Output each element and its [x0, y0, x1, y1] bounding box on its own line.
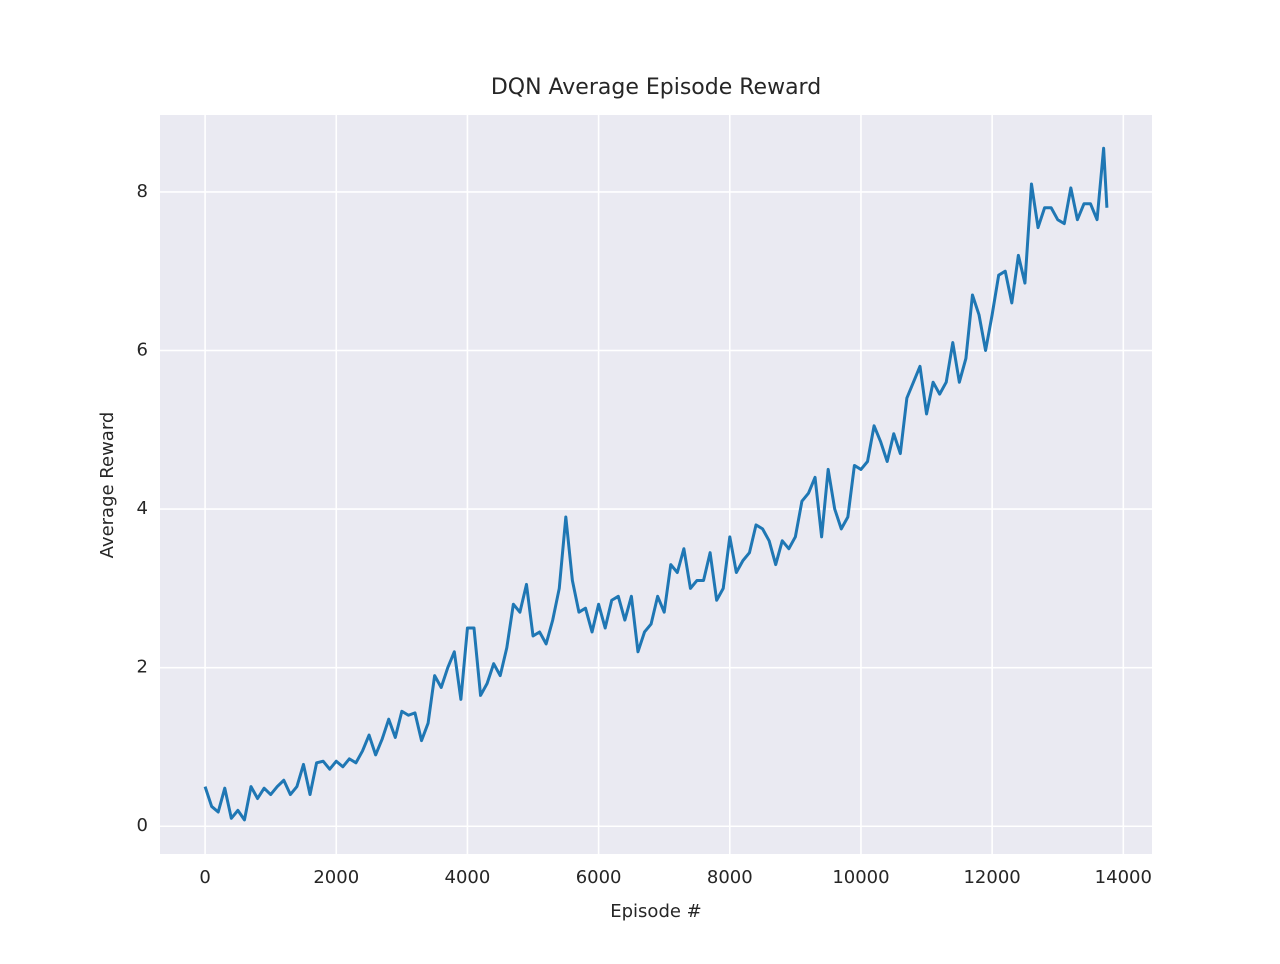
plot-area: [160, 115, 1152, 854]
y-axis-label: Average Reward: [97, 412, 118, 559]
x-tick-label: 10000: [832, 867, 889, 888]
data-line: [203, 146, 1109, 822]
y-tick-label: 8: [137, 181, 148, 202]
x-tick-label: 6000: [576, 867, 622, 888]
y-tick-label: 4: [137, 498, 148, 519]
x-tick-label: 0: [199, 867, 210, 888]
y-tick-label: 6: [137, 339, 148, 360]
x-tick-label: 4000: [445, 867, 491, 888]
x-tick-label: 14000: [1095, 867, 1152, 888]
y-tick-label: 0: [137, 815, 148, 836]
x-axis-label: Episode #: [610, 901, 702, 922]
x-tick-label: 8000: [707, 867, 753, 888]
x-tick-label: 12000: [963, 867, 1020, 888]
y-tick-label: 2: [137, 657, 148, 678]
x-tick-label: 2000: [313, 867, 359, 888]
chart-title: DQN Average Episode Reward: [491, 75, 821, 100]
